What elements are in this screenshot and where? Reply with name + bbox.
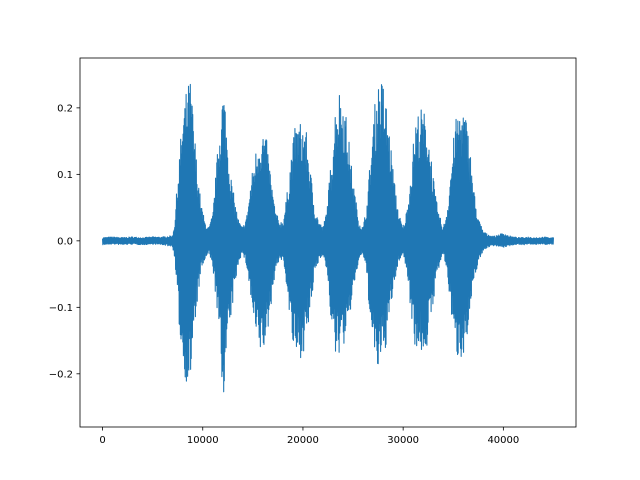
y-tick-label: 0.2 bbox=[57, 103, 73, 114]
y-tick-label: −0.1 bbox=[49, 303, 73, 314]
y-tick-label: −0.2 bbox=[49, 369, 73, 380]
axes-frame bbox=[79, 57, 577, 428]
x-axis: 0 10000 20000 30000 40000 bbox=[99, 427, 519, 446]
x-tick-label: 30000 bbox=[387, 435, 419, 446]
x-tick-label: 0 bbox=[99, 435, 105, 446]
y-axis: −0.2 −0.1 0.0 0.1 0.2 bbox=[49, 103, 80, 380]
x-tick-label: 10000 bbox=[187, 435, 219, 446]
x-tick-label: 20000 bbox=[287, 435, 319, 446]
x-tick-label: 40000 bbox=[487, 435, 519, 446]
waveform-series bbox=[102, 83, 554, 393]
plot-area bbox=[102, 83, 554, 393]
y-tick-label: 0.1 bbox=[57, 170, 73, 181]
y-tick-label: 0.0 bbox=[57, 236, 73, 247]
